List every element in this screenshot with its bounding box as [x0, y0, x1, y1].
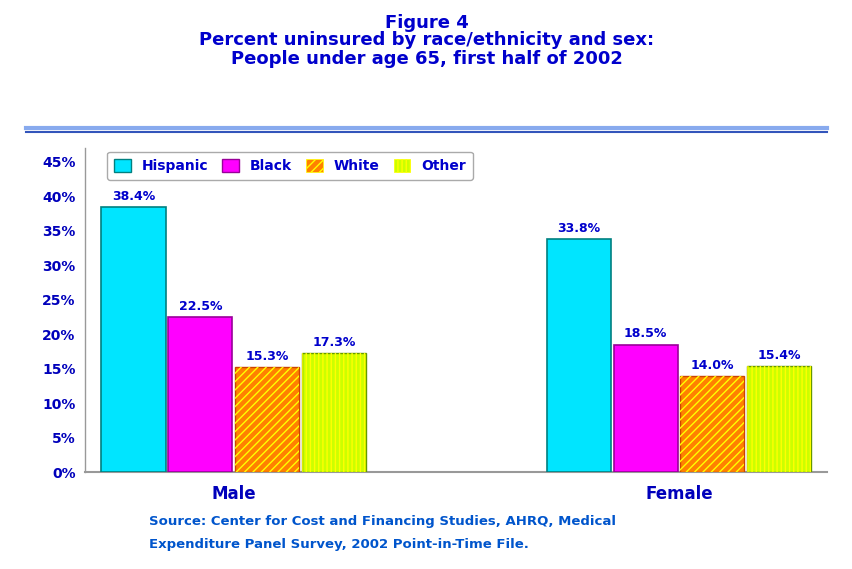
Bar: [101, 207, 165, 472]
Bar: [746, 366, 810, 472]
Text: 15.3%: 15.3%: [245, 349, 289, 362]
Text: Percent uninsured by race/ethnicity and sex:: Percent uninsured by race/ethnicity and …: [199, 31, 653, 50]
Bar: [302, 353, 366, 472]
Text: 33.8%: 33.8%: [556, 222, 600, 235]
Bar: [746, 366, 810, 472]
Text: 22.5%: 22.5%: [178, 300, 222, 313]
Text: Expenditure Panel Survey, 2002 Point-in-Time File.: Expenditure Panel Survey, 2002 Point-in-…: [149, 538, 528, 551]
Legend: Hispanic, Black, White, Other: Hispanic, Black, White, Other: [107, 152, 473, 180]
Text: 14.0%: 14.0%: [690, 358, 734, 372]
Bar: [235, 366, 299, 472]
Bar: [680, 376, 744, 472]
Bar: [302, 353, 366, 472]
Text: 15.4%: 15.4%: [757, 349, 800, 362]
Bar: [168, 317, 232, 472]
Bar: [613, 345, 676, 472]
Text: 17.3%: 17.3%: [312, 336, 355, 349]
Bar: [235, 366, 299, 472]
Bar: [680, 376, 744, 472]
Bar: [546, 239, 610, 472]
Text: Figure 4: Figure 4: [384, 14, 468, 32]
Text: 38.4%: 38.4%: [112, 190, 155, 203]
Text: Source: Center for Cost and Financing Studies, AHRQ, Medical: Source: Center for Cost and Financing St…: [149, 515, 615, 528]
Text: 18.5%: 18.5%: [623, 328, 666, 340]
Text: People under age 65, first half of 2002: People under age 65, first half of 2002: [230, 50, 622, 68]
